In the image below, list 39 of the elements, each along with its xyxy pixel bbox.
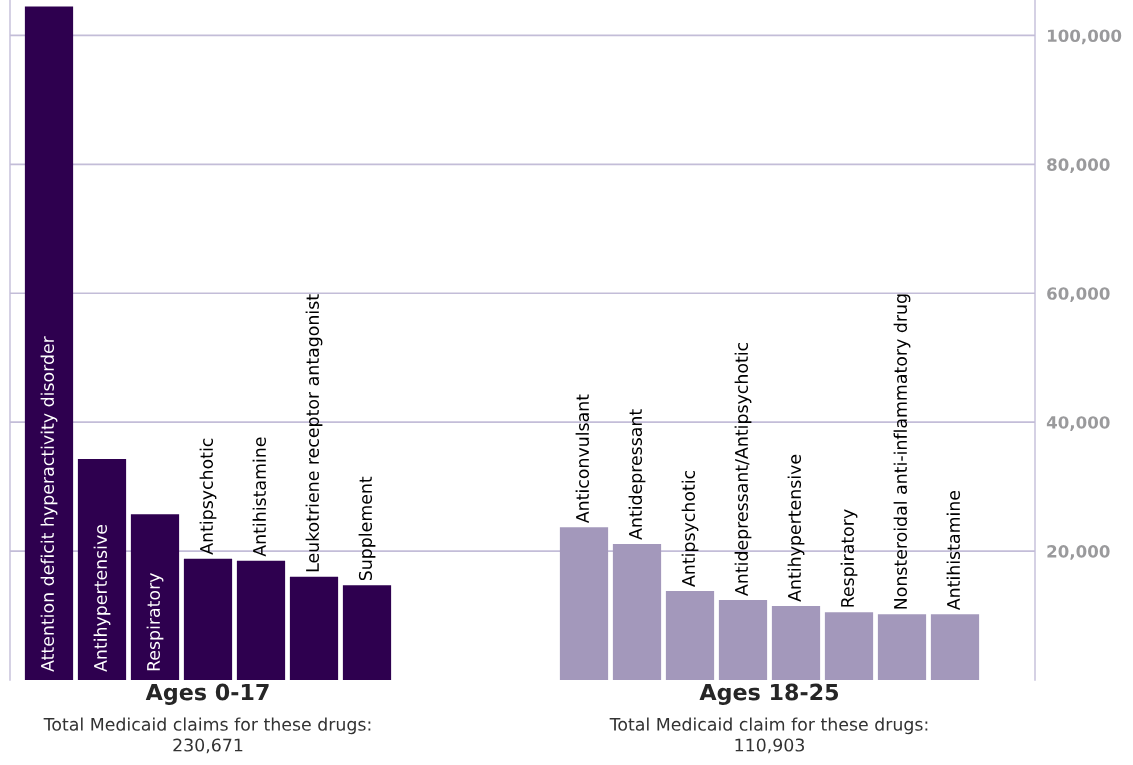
x-axis-title: Ages 0-17 — [145, 683, 269, 705]
bar — [559, 527, 609, 680]
bar — [342, 585, 392, 680]
text: Total Medicaid claim for these drugs: 110,903 — [609, 717, 928, 754]
y-tick-label: 60,000 — [1047, 287, 1110, 302]
category-label: Supplement — [358, 476, 376, 581]
category-label: Antihypertensive — [787, 454, 805, 602]
y-tick-label: 100,000 — [1047, 29, 1122, 45]
bar — [665, 591, 715, 680]
bar — [236, 560, 286, 680]
category-label: Antidepressant/Antipsychotic — [734, 342, 752, 596]
bar — [877, 614, 927, 680]
bar — [130, 514, 180, 680]
y-tick-label: 20,000 — [1047, 545, 1110, 560]
x-axis-title: Ages 18-25 — [699, 683, 839, 705]
y-tick-label: 40,000 — [1046, 416, 1110, 431]
y-tick-label: 80,000 — [1047, 158, 1110, 174]
category-label: Attention deficit hyperactivity disorder — [40, 336, 58, 672]
category-label: Antihypertensive — [93, 524, 111, 672]
bar — [930, 614, 980, 680]
text: Total Medicaid claims for these drugs: 230,671 — [43, 717, 371, 754]
bar — [612, 544, 662, 680]
bar — [718, 600, 768, 680]
category-label: Antidepressant — [628, 409, 646, 540]
bar — [824, 612, 874, 680]
category-label: Antihistamine — [946, 490, 961, 611]
category-label: Respiratory — [146, 573, 164, 671]
bar — [183, 558, 233, 680]
category-label: Nonsteroidal anti-inflammatory drug — [893, 294, 911, 609]
category-label: Anticonvulsant — [575, 394, 590, 524]
category-label: Antipsychotic — [681, 470, 699, 587]
bar — [24, 6, 74, 680]
category-label: Antihistamine — [252, 437, 267, 557]
bar — [771, 605, 821, 680]
category-label: Respiratory — [840, 509, 858, 607]
bar — [289, 576, 339, 680]
bar — [77, 458, 127, 680]
category-label: Antipsychotic — [199, 438, 217, 555]
category-label: Leukotriene receptor antagonist — [305, 294, 323, 572]
